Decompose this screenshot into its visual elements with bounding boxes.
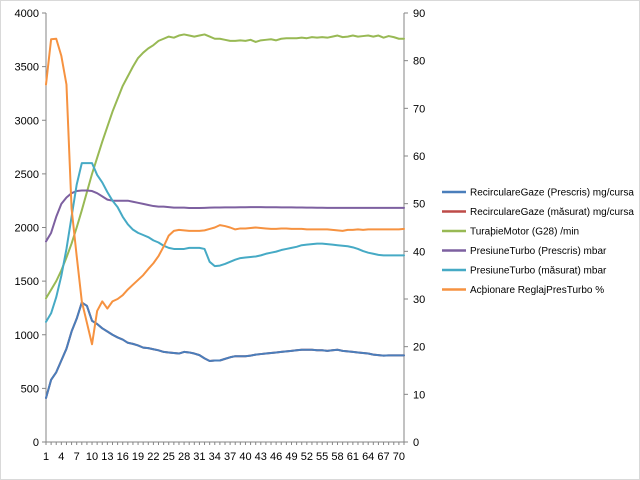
y-right-tick-label: 20 <box>413 342 425 354</box>
y-right-tick-label: 10 <box>413 389 425 401</box>
y-right-tick-label: 60 <box>413 151 425 163</box>
y-left-tick-label: 3000 <box>15 115 39 127</box>
x-tick-label: 19 <box>132 451 144 463</box>
y-left-tick-label: 1500 <box>15 276 39 288</box>
x-tick-label: 4 <box>58 451 64 463</box>
y-right-tick-label: 30 <box>413 294 425 306</box>
y-right-tick-label: 90 <box>413 8 425 20</box>
series-layer <box>45 33 405 400</box>
y-left-tick-label: 500 <box>21 383 39 395</box>
series-line-3 <box>45 33 405 300</box>
x-tick-label: 46 <box>270 451 282 463</box>
series-line-4 <box>45 189 405 243</box>
x-tick-label: 52 <box>301 451 313 463</box>
x-tick-label: 7 <box>74 451 80 463</box>
x-tick-label: 49 <box>285 451 297 463</box>
x-tick-label: 40 <box>239 451 251 463</box>
y-right-tick-label: 70 <box>413 103 425 115</box>
series-line-1 <box>45 301 405 400</box>
x-tick-label: 31 <box>193 451 205 463</box>
y-left-tick-label: 4000 <box>15 8 39 20</box>
y-left-tick-label: 2500 <box>15 169 39 181</box>
legend-label: RecirculareGaze (Prescris) mg/cursa <box>470 188 634 199</box>
x-tick-label: 67 <box>377 451 389 463</box>
axes: 0 500 1000 1500 2000 2500 3000 3500 4000 0 10 20 30 4… <box>15 8 426 463</box>
x-tick-label: 58 <box>331 451 343 463</box>
y-left-tick-label: 0 <box>33 437 39 449</box>
legend-label: PresiuneTurbo (Prescris) mbar <box>470 246 607 257</box>
legend-item: RecirculareGaze (Prescris) mg/cursa <box>442 188 634 199</box>
x-tick-label: 16 <box>117 451 129 463</box>
legend-item: PresiuneTurbo (Prescris) mbar <box>442 246 607 257</box>
x-tick-label: 55 <box>316 451 328 463</box>
x-tick-label: 10 <box>86 451 98 463</box>
x-tick-label: 37 <box>224 451 236 463</box>
y-left-tick-label: 2000 <box>15 223 39 235</box>
x-tick-label: 64 <box>362 451 374 463</box>
legend-label: PresiuneTurbo (măsurat) mbar <box>470 266 607 277</box>
y-right-tick-label: 40 <box>413 246 425 258</box>
y-right-tick-label: 80 <box>413 56 425 68</box>
x-tick-label: 61 <box>347 451 359 463</box>
x-tick-label: 25 <box>163 451 175 463</box>
x-tick-label: 1 <box>43 451 49 463</box>
legend-label: TuraþieMotor (G28) /min <box>470 227 579 238</box>
legend-item: RecirculareGaze (măsurat) mg/cursa <box>442 207 634 218</box>
x-tick-label: 34 <box>209 451 221 463</box>
x-tick-label: 28 <box>178 451 190 463</box>
legend: RecirculareGaze (Prescris) mg/cursa Recir… <box>442 188 634 296</box>
legend-item: TuraþieMotor (G28) /min <box>442 227 579 238</box>
y-left-tick-label: 1000 <box>15 330 39 342</box>
legend-label: RecirculareGaze (măsurat) mg/cursa <box>470 207 634 218</box>
legend-item: PresiuneTurbo (măsurat) mbar <box>442 266 607 277</box>
y-left-tick-label: 3500 <box>15 62 39 74</box>
x-tick-label: 43 <box>255 451 267 463</box>
y-right-tick-label: 0 <box>413 437 419 449</box>
series-line-6 <box>45 37 405 346</box>
legend-item: Acþionare ReglajPresTurbo % <box>442 285 604 296</box>
series-line-5 <box>45 162 405 323</box>
x-tick-label: 13 <box>101 451 113 463</box>
legend-label: Acþionare ReglajPresTurbo % <box>470 285 604 296</box>
x-tick-label: 70 <box>393 451 405 463</box>
x-tick-label: 22 <box>147 451 159 463</box>
y-right-tick-label: 50 <box>413 199 425 211</box>
